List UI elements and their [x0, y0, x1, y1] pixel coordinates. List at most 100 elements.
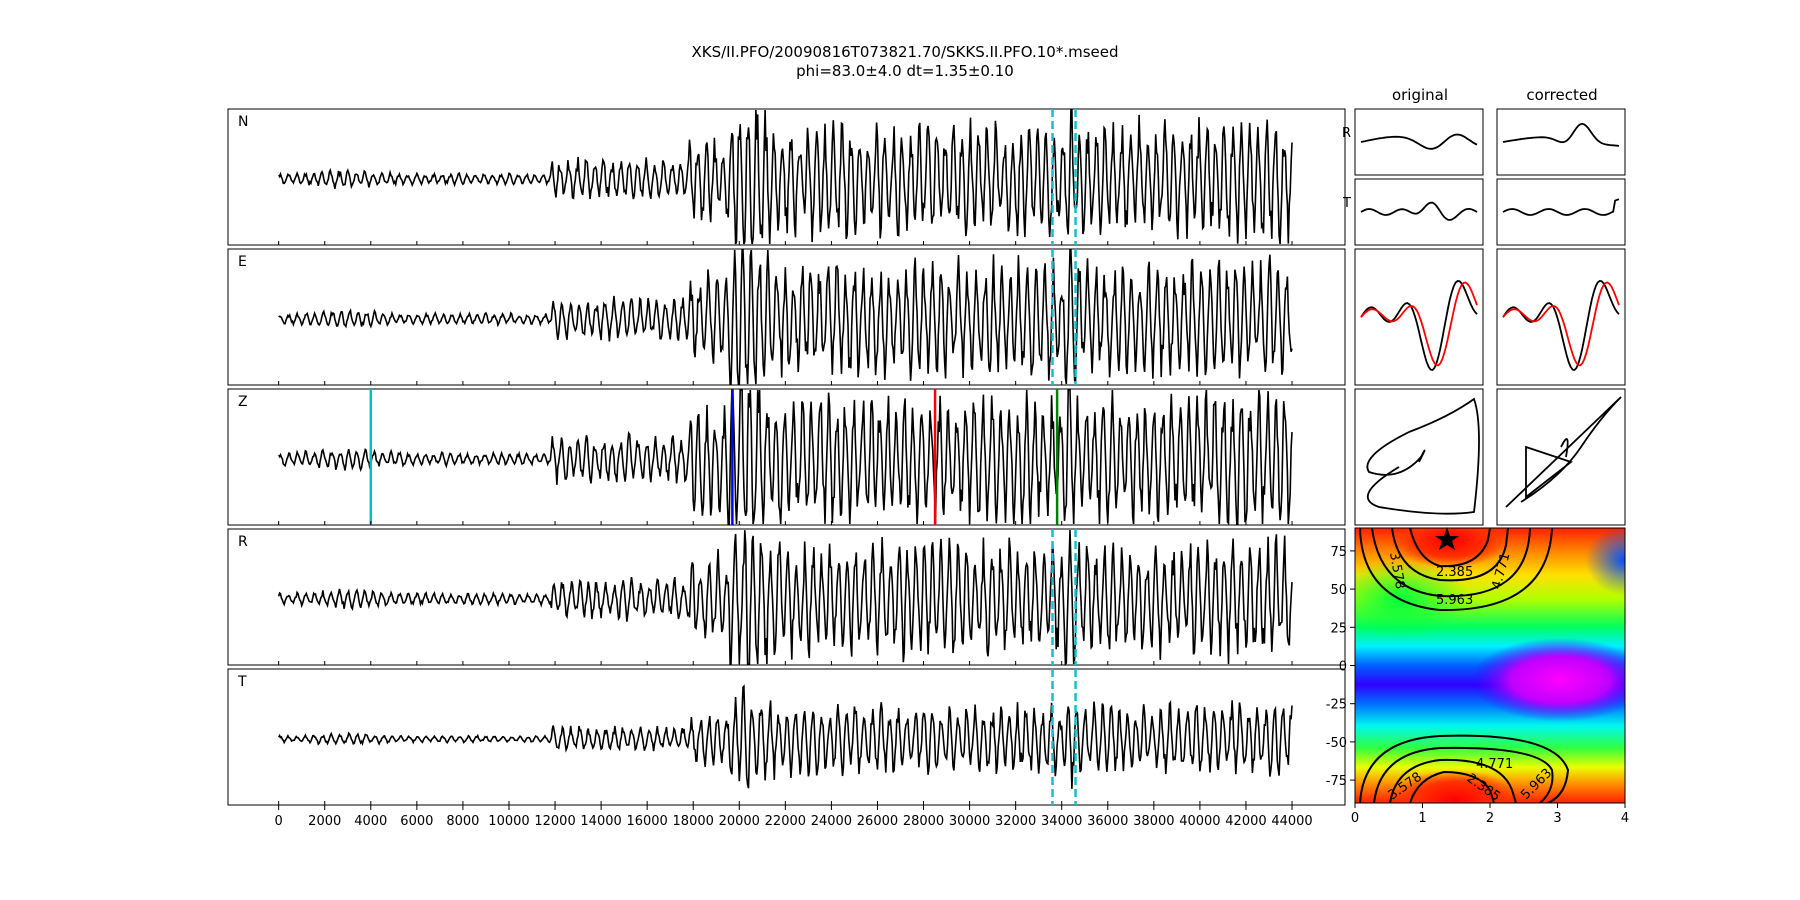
panel-e: E — [227, 248, 1346, 386]
x-tick-label: 36000 — [1087, 814, 1128, 829]
panel-frame — [227, 668, 1346, 806]
contour-bot-4 — [1359, 734, 1570, 803]
waveform-trace — [277, 529, 1293, 667]
pm-trace — [1502, 122, 1620, 147]
panel-label: R — [238, 534, 248, 550]
pm-trace — [1502, 198, 1620, 216]
waveform-panels: N E Z R T — [227, 108, 1346, 806]
pm-trace — [1360, 201, 1478, 221]
waveform-trace — [278, 684, 1293, 789]
contour-bot-2 — [1389, 758, 1517, 803]
heatmap-red-top — [1390, 528, 1510, 568]
contour-bot-1 — [1409, 770, 1495, 803]
heat-x-tick-label: 4 — [1621, 811, 1629, 826]
pm-trace-red — [1502, 281, 1620, 367]
x-tick-label: 8000 — [446, 814, 479, 829]
contour-top-2 — [1391, 528, 1509, 582]
panel-label: T — [237, 674, 247, 690]
heat-x-tick-label: 0 — [1351, 811, 1359, 826]
contour-label: 3.578 — [1386, 551, 1407, 590]
x-tick-label: 12000 — [534, 814, 575, 829]
pm-trace — [1502, 279, 1620, 371]
pm-trace — [1366, 397, 1480, 515]
corrected-pm-cell — [1496, 178, 1626, 246]
heatmap-axes: 0 1 2 3 4 75 50 25 0 -25 -50 -75 — [1326, 545, 1629, 826]
particle-motion-panels: RT — [1342, 108, 1626, 526]
x-tick-label: 6000 — [400, 814, 433, 829]
original-pm-cell — [1354, 248, 1484, 386]
pm-trace — [1360, 133, 1478, 150]
waveform-x-axis: 0 2000 4000 6000 8000 10000 12000 14000 16000 180… — [275, 805, 1313, 829]
heat-y-tick-label: 50 — [1330, 583, 1347, 598]
heat-y-tick-label: 75 — [1330, 545, 1347, 560]
heat-y-tick-label: 0 — [1339, 660, 1347, 675]
x-tick-label: 2000 — [308, 814, 341, 829]
original-pm-cell — [1354, 388, 1484, 526]
corrected-pm-cell — [1496, 108, 1626, 176]
pm-trace-red — [1360, 281, 1478, 367]
x-tick-label: 28000 — [903, 814, 944, 829]
contour-label: 4.771 — [1476, 757, 1513, 772]
heat-x-tick-label: 1 — [1418, 811, 1426, 826]
heat-y-tick-label: -50 — [1326, 736, 1347, 751]
heatmap-blue-right — [1585, 528, 1625, 595]
panel-z: Z — [227, 388, 1346, 526]
x-tick-label: 40000 — [1179, 814, 1220, 829]
panel-n: N — [227, 108, 1346, 246]
contour-top-4 — [1359, 528, 1553, 612]
contour-bot-3 — [1373, 746, 1554, 803]
original-pm-cell: R — [1342, 108, 1484, 176]
panel-label: E — [238, 254, 247, 270]
corrected-pm-cell — [1496, 388, 1626, 526]
x-tick-label: 42000 — [1225, 814, 1266, 829]
waveform-trace — [278, 109, 1293, 245]
waveform-trace — [278, 249, 1293, 385]
original-pm-cell: T — [1342, 178, 1484, 246]
contour-label: 2.385 — [1436, 565, 1473, 580]
pm-frame — [1496, 178, 1626, 246]
col-label-original: original — [1392, 86, 1448, 104]
x-tick-label: 20000 — [719, 814, 760, 829]
pm-frame — [1496, 388, 1626, 526]
x-tick-label: 16000 — [626, 814, 667, 829]
pm-row-label: T — [1342, 196, 1351, 211]
pm-row-label: R — [1342, 126, 1351, 141]
x-tick-label: 34000 — [1041, 814, 1082, 829]
error-surface: 3.578 2.385 4.771 5.963 4.771 3.578 2.38… — [1326, 527, 1629, 826]
x-tick-label: 26000 — [857, 814, 898, 829]
corrected-pm-cell — [1496, 248, 1626, 386]
x-tick-label: 14000 — [580, 814, 621, 829]
panel-t: T — [227, 668, 1346, 806]
pm-trace — [1505, 396, 1622, 508]
x-tick-label: 22000 — [765, 814, 806, 829]
col-label-corrected: corrected — [1526, 86, 1597, 104]
heat-x-tick-label: 2 — [1486, 811, 1494, 826]
x-tick-label: 32000 — [995, 814, 1036, 829]
pm-frame — [1354, 108, 1484, 176]
x-tick-label: 24000 — [811, 814, 852, 829]
waveform-trace — [278, 389, 1293, 526]
panel-r: R — [227, 528, 1346, 667]
heat-y-tick-label: -75 — [1326, 774, 1347, 789]
x-tick-label: 44000 — [1271, 814, 1312, 829]
best-fit-star-icon — [1435, 527, 1459, 550]
x-tick-label: 18000 — [673, 814, 714, 829]
figure-subtitle: phi=83.0±4.0 dt=1.35±0.10 — [796, 62, 1014, 80]
x-tick-label: 30000 — [949, 814, 990, 829]
pm-trace — [1360, 279, 1478, 371]
x-tick-label: 10000 — [488, 814, 529, 829]
pm-frame — [1354, 388, 1484, 526]
contour-label: 5.963 — [1436, 593, 1473, 608]
heatmap-low-lobe — [1470, 638, 1625, 722]
panel-label: N — [238, 114, 248, 130]
panel-frame — [227, 528, 1346, 666]
figure-title: XKS/II.PFO/20090816T073821.70/SKKS.II.PF… — [691, 43, 1118, 61]
x-tick-label: 4000 — [354, 814, 387, 829]
heatmap-red-bottom — [1390, 770, 1520, 803]
heat-y-tick-label: 25 — [1330, 621, 1347, 636]
x-tick-label: 38000 — [1133, 814, 1174, 829]
heat-y-tick-label: -25 — [1326, 698, 1347, 713]
panel-label: Z — [238, 394, 248, 410]
x-tick-label: 0 — [275, 814, 283, 829]
